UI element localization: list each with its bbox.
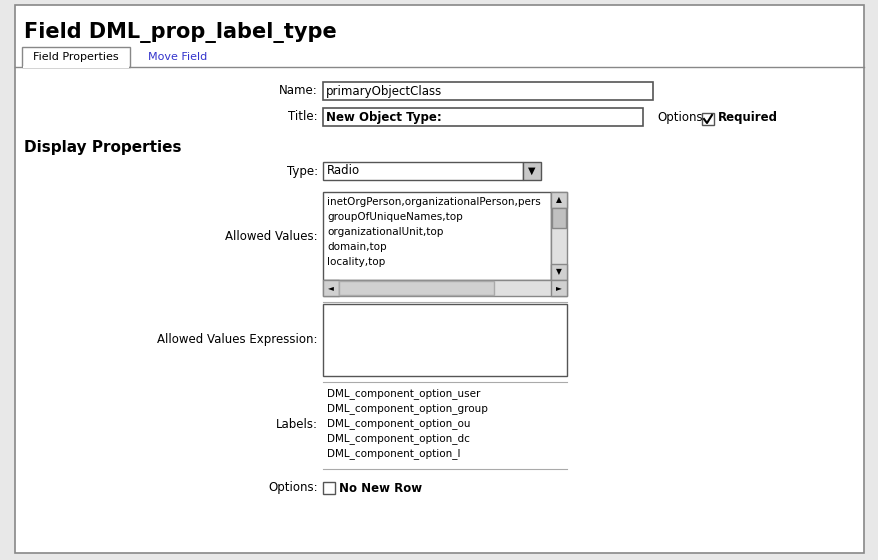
Bar	[22, 47, 130, 67]
Text: ◄: ◄	[327, 283, 334, 292]
Bar	[322, 108, 643, 126]
Text: ►: ►	[556, 283, 561, 292]
Text: DML_component_option_ou: DML_component_option_ou	[327, 418, 470, 430]
Bar	[551, 208, 565, 228]
Bar	[23, 66, 129, 68]
Bar	[339, 281, 493, 295]
Text: Name:: Name:	[279, 85, 318, 97]
Text: groupOfUniqueNames,top: groupOfUniqueNames,top	[327, 212, 462, 222]
Text: Allowed Values:: Allowed Values:	[225, 230, 318, 242]
Text: DML_component_option_user: DML_component_option_user	[327, 389, 480, 399]
Bar	[551, 264, 566, 280]
Text: DML_component_option_group: DML_component_option_group	[327, 404, 487, 414]
Text: New Object Type:: New Object Type:	[326, 110, 442, 124]
Text: Required: Required	[717, 110, 777, 124]
Text: Title:: Title:	[288, 110, 318, 124]
Bar	[322, 304, 566, 376]
Text: Labels:: Labels:	[276, 418, 318, 431]
Bar	[702, 113, 713, 125]
Text: Field Properties: Field Properties	[33, 52, 119, 62]
Bar	[551, 192, 566, 280]
Text: locality,top: locality,top	[327, 257, 385, 267]
Text: ▲: ▲	[556, 195, 561, 204]
Text: Options:: Options:	[268, 482, 318, 494]
Bar	[322, 82, 652, 100]
Text: Radio: Radio	[327, 165, 360, 178]
Bar	[322, 482, 335, 494]
Text: Options:: Options:	[656, 110, 706, 124]
Text: inetOrgPerson,organizationalPerson,pers: inetOrgPerson,organizationalPerson,pers	[327, 197, 540, 207]
Bar	[522, 162, 540, 180]
Bar	[551, 192, 566, 208]
Bar	[322, 280, 339, 296]
Text: No New Row: No New Row	[339, 482, 421, 494]
Bar	[322, 280, 566, 296]
Text: Display Properties: Display Properties	[24, 140, 181, 155]
Text: ▼: ▼	[556, 268, 561, 277]
Bar	[322, 192, 551, 280]
Text: DML_component_option_dc: DML_component_option_dc	[327, 433, 470, 445]
Bar	[551, 280, 566, 296]
Text: organizationalUnit,top: organizationalUnit,top	[327, 227, 443, 237]
Text: Move Field: Move Field	[148, 52, 207, 62]
Text: Allowed Values Expression:: Allowed Values Expression:	[157, 334, 318, 347]
Text: ▼: ▼	[528, 166, 535, 176]
Text: domain,top: domain,top	[327, 242, 386, 252]
Text: primaryObjectClass: primaryObjectClass	[326, 85, 442, 97]
Text: Type:: Type:	[286, 165, 318, 178]
Text: Field DML_prop_label_type: Field DML_prop_label_type	[24, 22, 336, 43]
Bar	[322, 162, 522, 180]
Text: DML_component_option_l: DML_component_option_l	[327, 449, 460, 459]
